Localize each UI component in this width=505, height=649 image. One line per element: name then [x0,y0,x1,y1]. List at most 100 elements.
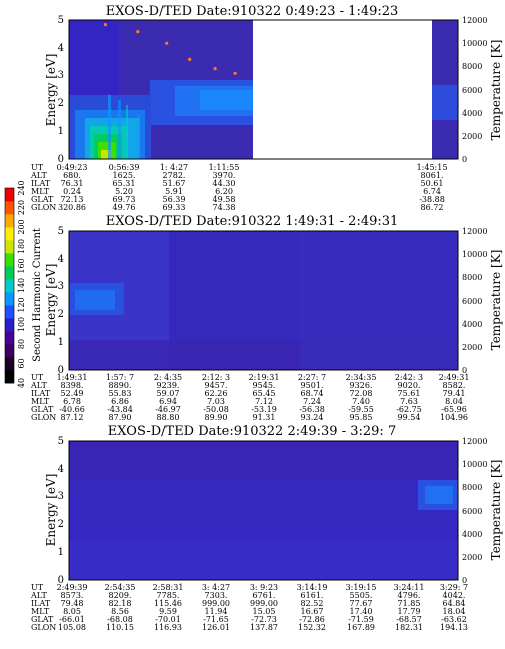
cell-mlt: 6.86 [111,397,129,406]
panel-2-ytick: 4 [58,254,64,265]
cell-alt: 9501. [301,381,324,390]
cell-alt: 4042. [443,591,466,600]
temperature-point [165,41,169,45]
colorbar-scale [5,188,14,384]
cell-glat: -59.55 [348,405,374,414]
cell-alt: 6161. [301,591,324,600]
colorbar-segment [5,331,14,345]
row-label-mlt: MLT [31,187,50,196]
panel-3-column: 3:19:15 5505. 77.67 17.40 -71.59 167.89 [346,583,377,632]
cell-mlt: 5.91 [165,187,183,196]
cell-alt: 4796. [398,591,421,600]
panel-3-ytick: 1 [58,547,64,558]
colorbar-segment [5,227,14,241]
panel-3-ytick: 0 [58,575,64,586]
cell-ilat: 64.84 [443,599,466,608]
colorbar-tick: 140 [17,278,26,293]
panel-3-heatmap [69,441,458,580]
cell-mlt: 16.67 [301,607,324,616]
cell-mlt: 5.20 [115,187,133,196]
panel-3-ytick: 3 [58,491,64,502]
cell-alt: 8890. [109,381,132,390]
row-label-ut: UT [31,583,44,592]
panel-2-column: 2:49:31 8582. 79.41 8.04 -65.96 104.96 [439,373,470,422]
cell-glon: 116.93 [154,623,182,632]
panel-3-orbit-table: UT ALT ILAT MLT GLAT GLON 2:49:39 8573. … [30,583,468,632]
cell-ilat: 82.52 [301,599,324,608]
cell-ut: 2:49:31 [439,373,470,382]
panel-1-column: 0:49:23 680. 76.31 0.24 72.13 320.86 [57,163,88,212]
cell-ut: 2:12: 3 [202,373,230,382]
cell-mlt: 6.20 [215,187,233,196]
cell-ilat: 79.48 [61,599,84,608]
cell-alt: 7303. [205,591,228,600]
panel-1-yticks: 0 1 2 3 4 5 [58,15,64,165]
cell-alt: 1625. [113,171,136,180]
row-label-alt: ALT [30,381,47,390]
cell-glat: -62.75 [396,405,422,414]
panel-1-ytick: 2 [58,98,64,109]
cell-alt: 6761. [253,591,276,600]
panel-2-y2tick: 10000 [462,250,487,259]
panel-2-frame [68,230,459,371]
row-label-glat: GLAT [31,405,54,414]
cell-mlt: 17.40 [350,607,373,616]
panel-1-temperature-trace [103,23,237,75]
cell-glon: 126.01 [202,623,230,632]
panel-1-title: EXOS-D/TED Date:910322 0:49:23 - 1:49:23 [106,4,399,19]
panel-2-y2tick: 4000 [462,320,482,329]
row-label-glat: GLAT [31,615,54,624]
cell-ilat: 44.30 [213,179,236,188]
panel-2-ylabel: Energy [eV] [44,264,58,337]
panel-3-y2ticks: 0 2000 4000 6000 8000 10000 12000 [462,437,487,585]
colorbar-tick: 100 [17,317,26,332]
cell-alt: 3970. [213,171,236,180]
cell-mlt: 6.78 [63,397,81,406]
cell-mlt: 7.24 [303,397,321,406]
cell-alt: 9020. [398,381,421,390]
colorbar-segment [5,318,14,332]
row-label-mlt: MLT [31,397,50,406]
cell-ut: 2:58:31 [153,583,184,592]
panel-1-y2tick: 6000 [462,86,482,95]
panel-1: EXOS-D/TED Date:910322 0:49:23 - 1:49:23 [30,4,503,212]
cell-glat: -38.88 [419,195,445,204]
cell-glat: -68.57 [396,615,422,624]
panel-3-y2tick: 8000 [462,483,482,492]
cell-ut: 2:49:39 [57,583,88,592]
colorbar-segment [5,305,14,319]
panel-3-ytick: 2 [58,519,64,530]
panel-3-frame [68,440,459,581]
cell-alt: 8582. [443,381,466,390]
colorbar-tick: 160 [17,258,26,273]
panel-1-ytick: 4 [58,43,64,54]
panel-2-column: 2:12: 3 9457. 62.26 7.03 -50.08 89.90 [202,373,230,422]
cell-glat: 49.58 [213,195,236,204]
panel-2-column: 2:19:31 9545. 65.45 7.12 -53.19 91.31 [249,373,280,422]
panel-3-column: 3: 4:27 7303. 999.00 11.94 -71.65 126.01 [202,583,230,632]
row-label-alt: ALT [30,591,47,600]
cell-mlt: 6.94 [159,397,177,406]
colorbar-segment [5,188,14,202]
panel-1-ytick: 1 [58,126,64,137]
cell-glat: -63.62 [441,615,467,624]
panel-2-y2ticks: 0 2000 4000 6000 8000 10000 12000 [462,227,487,375]
cell-glat: 56.39 [163,195,186,204]
cell-glat: -72.86 [299,615,325,624]
cell-mlt: 8.05 [63,607,81,616]
cell-ilat: 59.07 [157,389,180,398]
panel-3-y2tick: 10000 [462,460,487,469]
panel-2-column: 1:57: 7 8890. 55.83 6.86 -43.84 87.90 [106,373,134,422]
cell-glon: 87.12 [61,413,84,422]
panel-2-column: 2:42: 3 9020. 75.61 7.63 -62.75 99.54 [395,373,423,422]
panel-1-column: 0:56:39 1625. 65.31 5.20 69.73 49.76 [109,163,140,212]
panel-2-y2tick: 0 [462,366,467,375]
cell-ut: 1:49:31 [57,373,88,382]
cell-alt: 8573. [61,591,84,600]
cell-ut: 0:49:23 [57,163,88,172]
cell-glat: -56.38 [299,405,325,414]
cell-mlt: 11.94 [205,607,228,616]
colorbar-tick: 40 [17,378,26,388]
cell-ilat: 77.67 [350,599,373,608]
cell-mlt: 7.12 [255,397,273,406]
